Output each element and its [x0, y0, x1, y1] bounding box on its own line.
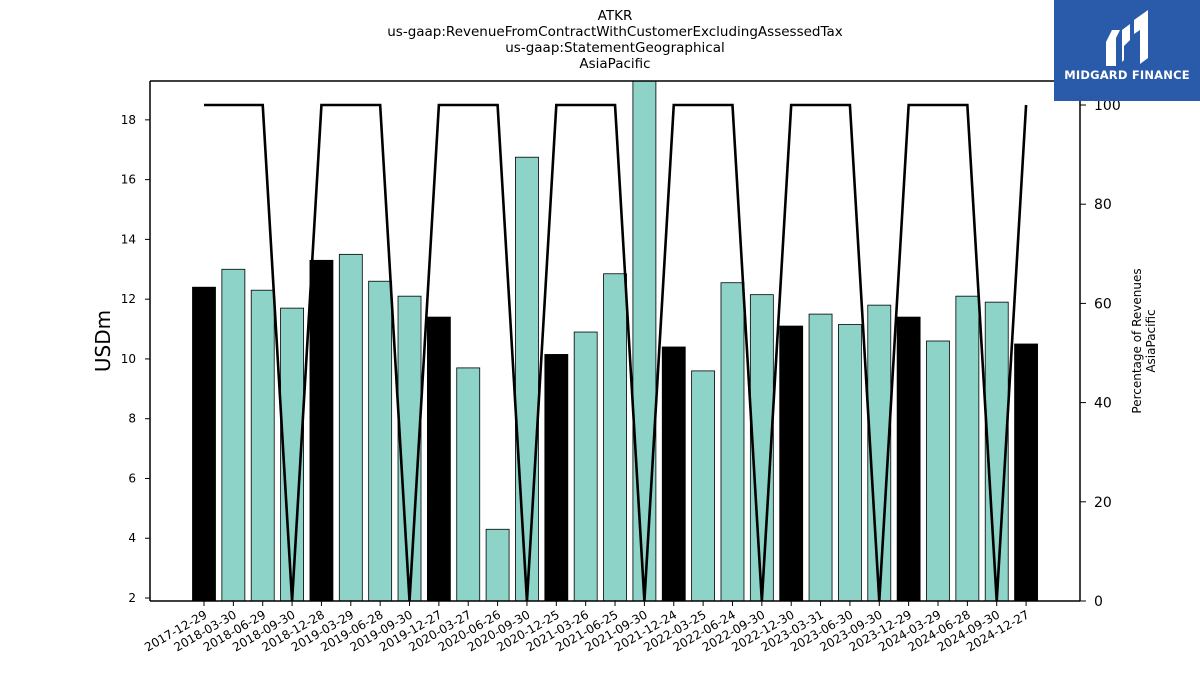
bar	[192, 286, 216, 602]
y-tick-label: 12	[121, 292, 136, 306]
bar	[368, 280, 393, 602]
y-tick-label: 4	[128, 531, 136, 545]
y2-tick-label: 60	[1094, 296, 1112, 312]
bar	[515, 156, 539, 602]
bar	[603, 273, 627, 602]
y2-tick-label: 20	[1094, 495, 1112, 511]
bar	[779, 325, 804, 602]
bar	[808, 313, 833, 602]
bar	[1014, 343, 1038, 602]
y-tick-label: 18	[121, 113, 136, 127]
bar	[456, 367, 481, 602]
title-statement: us-gaap:StatementGeographical	[505, 40, 725, 56]
y2-axis-label-segment: AsiaPacific	[1144, 309, 1158, 372]
bar	[896, 316, 921, 602]
y-tick-label: 14	[121, 232, 136, 246]
y2-tick-label: 80	[1094, 197, 1112, 213]
y2-tick-label: 100	[1094, 98, 1121, 114]
midgard-finance-logo: MIDGARD FINANCE	[1054, 0, 1200, 101]
bar	[926, 340, 950, 602]
bar	[485, 528, 510, 602]
bar	[661, 346, 686, 602]
bar	[309, 259, 334, 602]
title-segment: AsiaPacific	[579, 56, 651, 72]
bar	[573, 331, 598, 602]
y-tick-label: 16	[121, 173, 136, 187]
y-tick-label: 2	[128, 591, 136, 605]
bar	[720, 282, 745, 602]
percentage-line	[204, 103, 1028, 602]
bar	[838, 324, 862, 602]
y-tick-label: 10	[121, 352, 136, 366]
title-ticker: ATKR	[597, 8, 633, 24]
logo-text: MIDGARD FINANCE	[1064, 68, 1190, 82]
title-concept: us-gaap:RevenueFromContractWithCustomerE…	[387, 24, 843, 40]
bar	[338, 253, 363, 602]
bar	[426, 316, 451, 602]
bar	[691, 370, 716, 602]
y-tick-label: 8	[128, 412, 136, 426]
bar	[221, 268, 246, 602]
logo-mark-icon	[1054, 0, 1200, 101]
y2-tick-label: 40	[1094, 396, 1112, 412]
bar	[544, 354, 569, 602]
y-axis-label: USDm	[91, 310, 115, 372]
bar	[250, 289, 275, 602]
bar	[955, 295, 980, 602]
y2-axis-label: Percentage of Revenues	[1130, 268, 1144, 413]
bar	[632, 80, 657, 602]
y-tick-label: 6	[128, 471, 136, 485]
y2-tick-label: 0	[1094, 594, 1103, 610]
